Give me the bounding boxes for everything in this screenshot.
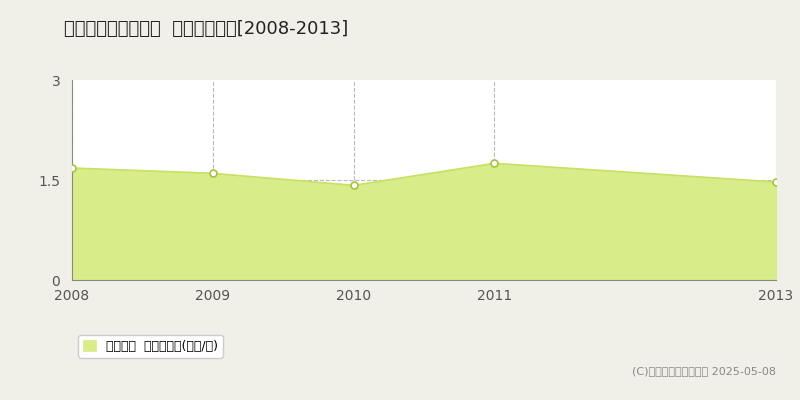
Text: (C)土地価格ドットコム 2025-05-08: (C)土地価格ドットコム 2025-05-08 (632, 366, 776, 376)
Legend: 土地価格  平均坪単価(万円/坪): 土地価格 平均坪単価(万円/坪) (78, 335, 222, 358)
Text: 球磨郡球磨村一勝地  土地価格推移[2008-2013]: 球磨郡球磨村一勝地 土地価格推移[2008-2013] (64, 20, 348, 38)
